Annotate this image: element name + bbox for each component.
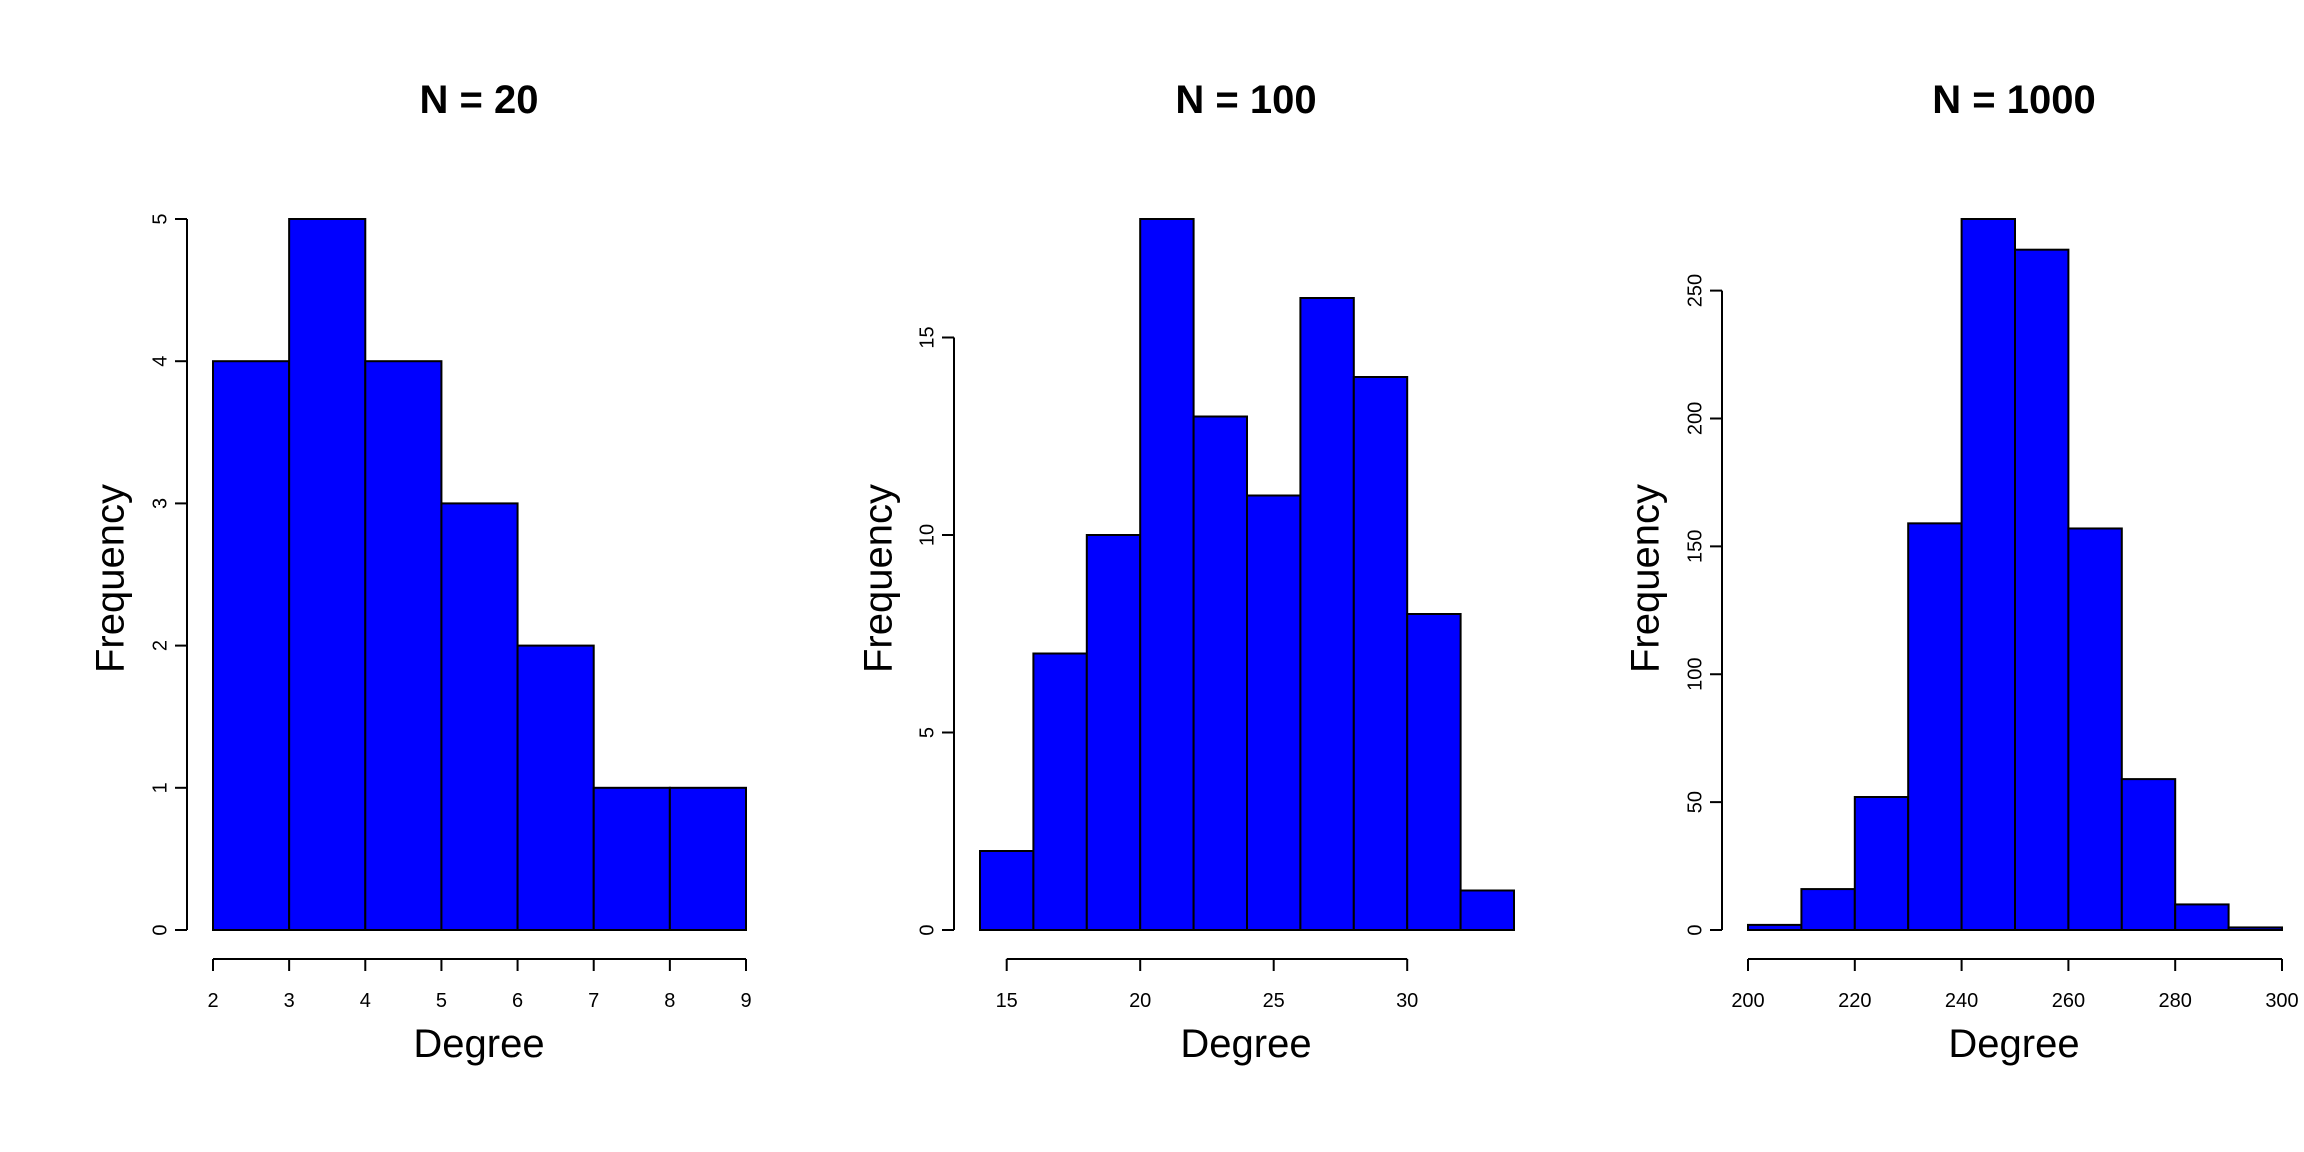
x-tick-label: 20 [1129,990,1151,1012]
x-tick-label: 240 [1945,990,1978,1012]
histogram-panel-1: N = 20 0 1 2 3 4 5 2 3 4 5 6 7 8 9 Degree Frequency [89,78,752,1066]
chart-title: N = 20 [420,78,539,122]
histogram-bar [2227,926,2284,931]
x-tick-label: 5 [436,990,447,1012]
y-tick-label: 50 [1684,791,1706,813]
y-tick-label: 3 [149,498,171,509]
x-tick-label: 9 [740,990,751,1012]
histogram-panel-3: N = 1000 0 50 100 150 200 250 200 220 240 260 280 30… [1624,78,2299,1066]
histogram-bar [1192,415,1248,931]
x-tick-label: 280 [2159,990,2192,1012]
x-axis-title: Degree [1948,1022,2079,1066]
y-tick-label: 150 [1684,530,1706,563]
y-tick-label: 4 [149,356,171,367]
x-tick-label: 6 [512,990,523,1012]
histogram-bar [1800,888,1856,932]
y-axis-title: Frequency [1624,484,1668,673]
histogram-bar [288,218,367,931]
histogram-bar [2120,778,2177,931]
histogram-bar [1139,218,1195,931]
y-tick-label: 0 [1684,924,1706,935]
histogram-bar [979,850,1035,931]
histogram-bar [1853,796,1910,932]
histogram-bar [1406,613,1462,931]
histogram-bar [1246,494,1302,931]
y-tick-label: 200 [1684,402,1706,435]
x-tick-label: 3 [284,990,295,1012]
y-tick-label: 5 [916,727,938,738]
y-axis-title: Frequency [89,484,133,673]
x-tick-label: 2 [207,990,218,1012]
histogram-bar [592,786,671,931]
histogram-bar [1299,297,1355,931]
histogram-bar [1960,218,2016,931]
histogram-bar [1907,522,1963,932]
y-tick-label: 2 [149,640,171,651]
y-tick-label: 0 [149,924,171,935]
histogram-panel-2: N = 100 0 5 10 15 15 20 25 30 Degree Frequency [857,78,1515,1066]
x-tick-label: 30 [1396,990,1418,1012]
x-axis-title: Degree [413,1022,544,1066]
histogram-bar [364,360,443,931]
y-tick-label: 15 [916,326,938,348]
x-tick-label: 15 [996,990,1018,1012]
histogram-bar [440,502,519,931]
histogram-bar [1032,652,1088,931]
histogram-bar [1747,923,1803,931]
histogram-bar [212,360,291,931]
histogram-bar [2067,527,2123,932]
histogram-bar [2174,903,2230,931]
histogram-bar [668,786,747,931]
x-tick-label: 200 [1731,990,1764,1012]
y-tick-label: 100 [1684,658,1706,691]
y-tick-label: 1 [149,782,171,793]
histogram-bar [2014,248,2070,931]
x-tick-label: 260 [2052,990,2085,1012]
chart-title: N = 1000 [1932,78,2095,122]
x-tick-label: 4 [360,990,371,1012]
x-axis-title: Degree [1180,1022,1311,1066]
y-tick-label: 5 [149,213,171,224]
y-tick-label: 0 [916,924,938,935]
y-tick-label: 250 [1684,274,1706,307]
x-tick-label: 220 [1838,990,1871,1012]
histogram-bar [516,644,595,931]
x-tick-label: 7 [588,990,599,1012]
x-tick-label: 25 [1263,990,1285,1012]
y-tick-label: 10 [916,524,938,546]
histogram-bar [1352,376,1409,931]
y-axis-title: Frequency [857,484,901,673]
histogram-bar [1085,534,1142,931]
histogram-bar [1459,889,1515,931]
x-tick-label: 300 [2265,990,2298,1012]
x-tick-label: 8 [664,990,675,1012]
chart-title: N = 100 [1175,78,1316,122]
